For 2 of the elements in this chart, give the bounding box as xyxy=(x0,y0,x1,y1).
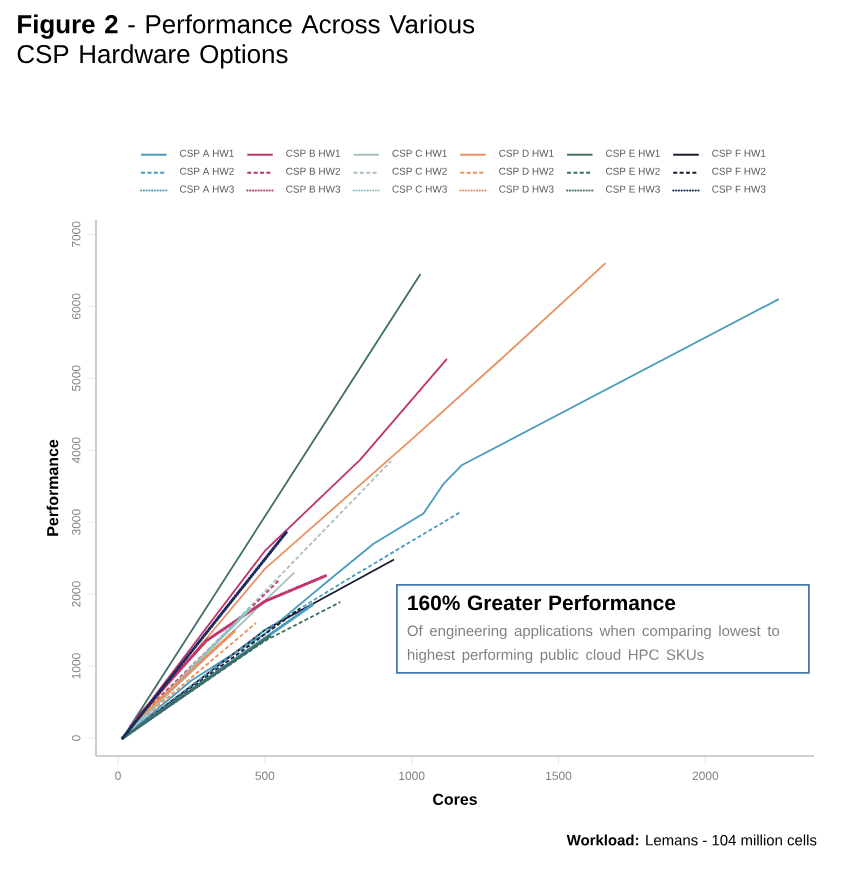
chart-title: Figure 2 - Performance Across Various CSP Hardware Options xyxy=(17,14,475,69)
annotation: 160% Greater Performance xyxy=(408,594,676,611)
